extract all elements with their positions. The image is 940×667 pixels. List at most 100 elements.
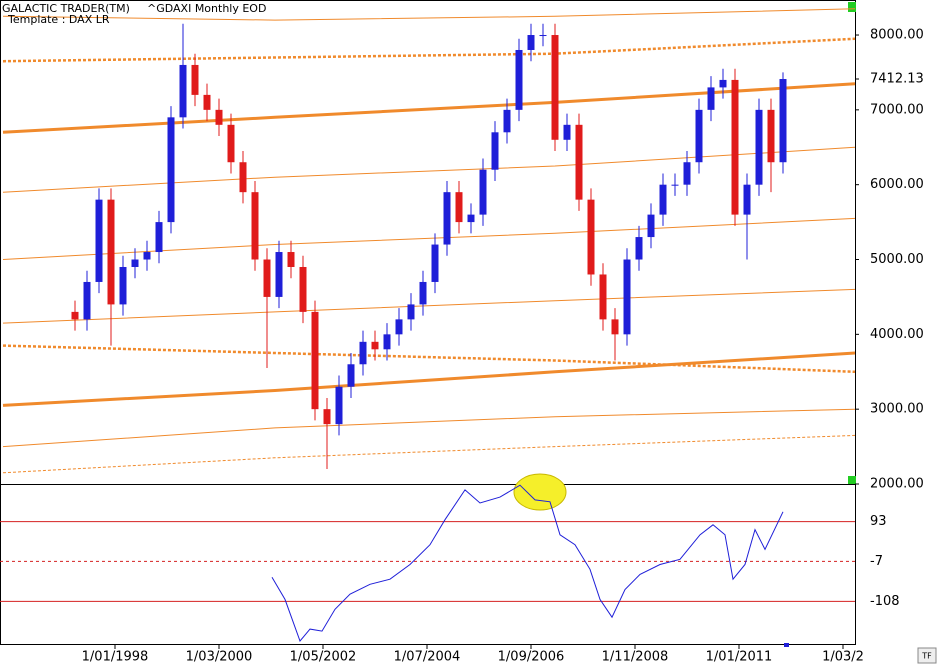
candle-body [575, 124, 583, 200]
y-tick-label: 2000.00 [870, 477, 924, 492]
candle-body [515, 49, 523, 110]
template-label: Template : DAX LR [7, 13, 110, 26]
candle-body [443, 192, 451, 245]
band-line [2, 146, 856, 193]
candle-body [323, 409, 331, 425]
candle-body [767, 109, 775, 163]
candle-body [467, 214, 475, 223]
x-tick-label: 1/03/2 [822, 650, 864, 665]
candle-body [251, 192, 259, 260]
candle-body [527, 35, 535, 50]
candle-body [659, 184, 667, 215]
panel-marker [848, 2, 856, 12]
band-line [2, 37, 856, 63]
x-tick-label: 1/09/2006 [498, 650, 565, 665]
candle-body [71, 311, 79, 320]
band-line [2, 217, 856, 260]
candle-body [491, 132, 499, 170]
candle-body [779, 79, 787, 163]
candle-body [107, 199, 115, 305]
y-tick-label: -108 [870, 594, 900, 609]
candle-body [695, 109, 703, 163]
band-line [2, 82, 856, 134]
candle-body [599, 274, 607, 320]
candle-body [155, 222, 163, 253]
candle-body [479, 169, 487, 215]
band-line [2, 8, 856, 21]
x-tick-label: 1/07/2004 [394, 650, 461, 665]
candle-body [623, 259, 631, 335]
candle-body [587, 199, 595, 275]
candle-body [143, 252, 151, 260]
y-tick-label: 4000.00 [870, 327, 924, 342]
y-tick-label: 93 [870, 514, 887, 529]
candle-body [707, 87, 715, 110]
candle-body [743, 184, 751, 215]
tf-label: TF [921, 652, 932, 661]
y-tick-label: -7 [870, 554, 883, 569]
x-tick-label: 1/03/2000 [186, 650, 253, 665]
candle-body [647, 214, 655, 238]
plot-frame [0, 0, 856, 645]
band-line [2, 344, 856, 374]
candle-body [407, 304, 415, 320]
candle-body [383, 334, 391, 350]
candle-body [371, 341, 379, 350]
candle-body [539, 35, 547, 37]
y-tick-label: 5000.00 [870, 252, 924, 267]
candle-body [131, 259, 139, 267]
candle-body [119, 266, 127, 305]
band-line [2, 408, 856, 448]
panel-marker [848, 476, 856, 484]
candle-body [671, 184, 679, 186]
candle-body [191, 64, 199, 95]
candle-body [731, 79, 739, 215]
x-tick-label: 1/01/1998 [82, 650, 149, 665]
candle-body [275, 252, 283, 297]
x-tick-label: 1/05/2002 [290, 650, 357, 665]
y-tick-label: 6000.00 [870, 177, 924, 192]
candle-body [719, 79, 727, 88]
candle-body [239, 162, 247, 193]
band-line [2, 351, 856, 407]
candle-body [683, 162, 691, 185]
candle-body [455, 192, 463, 223]
tf-button[interactable] [917, 647, 937, 664]
candle-body [347, 364, 355, 387]
y-tick-label: 3000.00 [870, 402, 924, 417]
candle-body [311, 311, 319, 410]
candle-body [755, 109, 763, 185]
candle-body [299, 266, 307, 312]
y-tick-label: 7412.13 [870, 72, 924, 87]
candle-body [83, 281, 91, 320]
candle-body [287, 252, 295, 267]
chart-title: GALACTIC TRADER(TM) [2, 2, 130, 15]
band-line [2, 288, 856, 324]
candle-body [167, 117, 175, 223]
highlight [513, 473, 567, 511]
y-tick-label: 8000.00 [870, 28, 924, 43]
candle-body [335, 386, 343, 425]
band-line [2, 434, 856, 474]
candle-body [227, 124, 235, 163]
candle-body [179, 64, 187, 118]
candle-body [551, 35, 559, 140]
chart-subtitle: ^GDAXI Monthly EOD [147, 2, 266, 15]
candle-body [431, 244, 439, 282]
x-tick-label: 1/11/2008 [602, 650, 669, 665]
oscillator-line [271, 484, 784, 642]
candle-body [611, 319, 619, 335]
candle-body [203, 94, 211, 110]
candle-body [395, 319, 403, 335]
marker [784, 643, 789, 647]
candle-body [419, 281, 427, 305]
candle-body [95, 199, 103, 282]
candle-body [359, 341, 367, 365]
candle-body [215, 109, 223, 125]
candle-body [263, 259, 271, 297]
y-tick-label: 7000.00 [870, 102, 924, 117]
candle-body [503, 109, 511, 133]
candle-body [635, 237, 643, 260]
